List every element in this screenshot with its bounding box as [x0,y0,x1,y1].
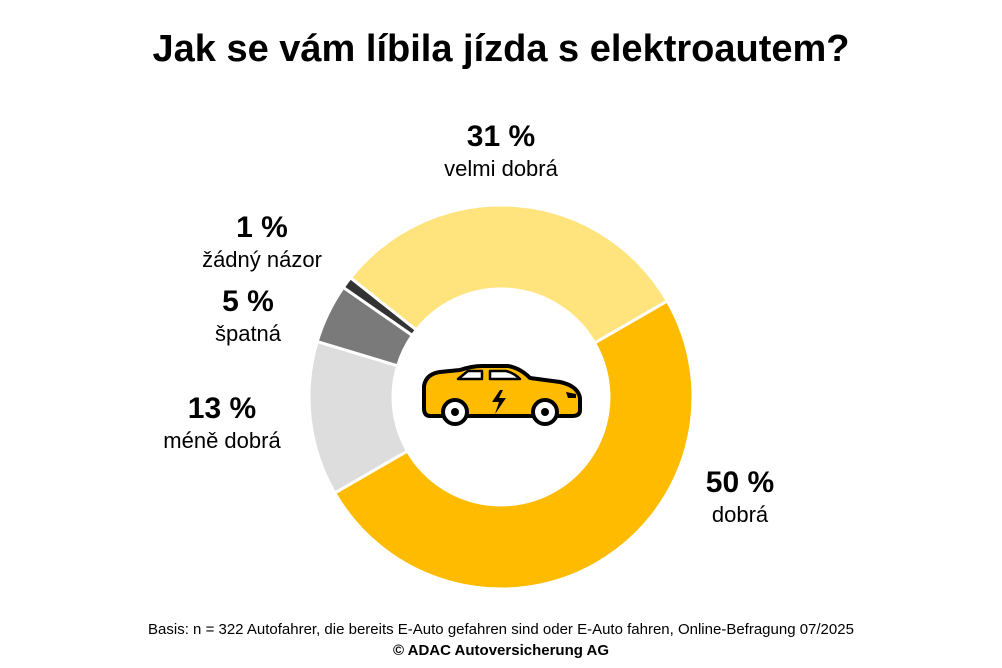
chart-title: Jak se vám líbila jízda s elektroautem? [152,28,850,70]
slice-category-label: žádný názor [202,247,322,272]
slice-value-label: 5 % [222,285,274,318]
basis-note: Basis: n = 322 Autofahrer, die bereits E… [148,621,854,638]
electric-car-icon [422,364,582,426]
slice-category-label: velmi dobrá [444,156,558,181]
slice-category-label: špatná [215,321,282,346]
slice-dobrá [332,298,695,591]
slice-value-label: 50 % [706,466,774,499]
slice-value-label: 31 % [467,120,535,153]
slice-category-label: dobrá [712,502,769,527]
slice-value-label: 13 % [188,392,256,425]
copyright: © ADAC Autoversicherung AG [392,642,610,659]
slice-category-label: méně dobrá [163,428,281,453]
slice-velmi-dobrá [348,203,670,346]
slice-value-label: 1 % [236,211,288,244]
